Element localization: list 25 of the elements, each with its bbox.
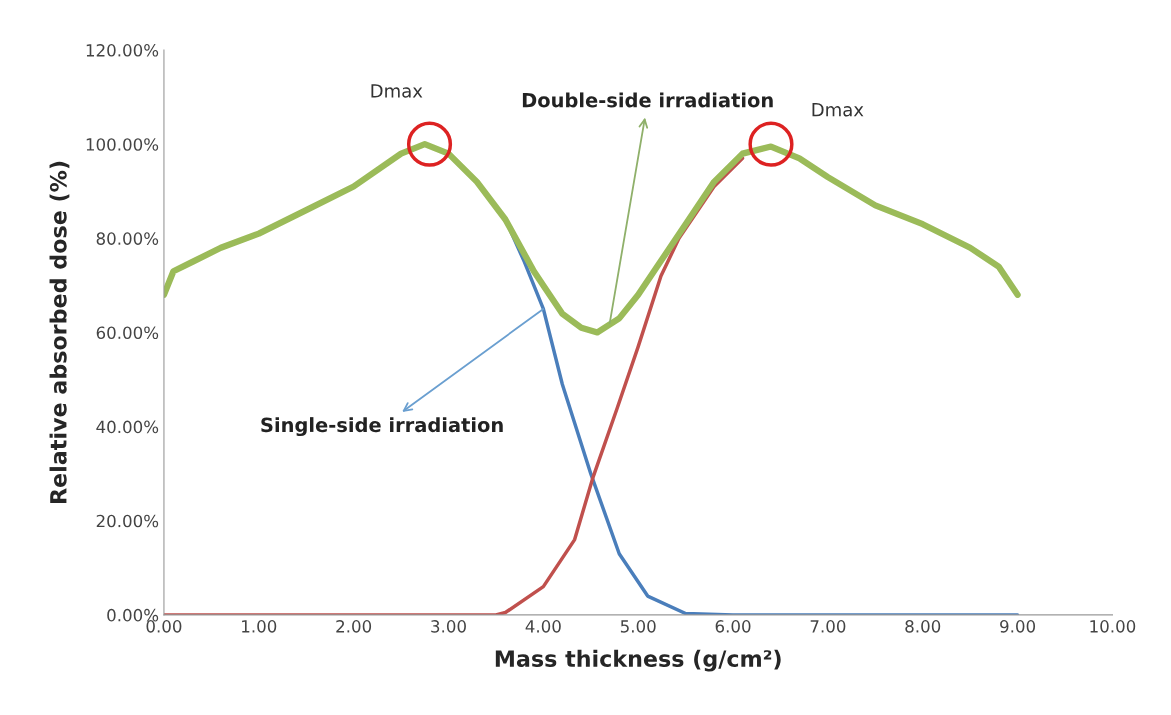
x-tick-label: 4.00 xyxy=(525,620,561,633)
y-tick-label: 60.00% xyxy=(96,326,159,340)
annotation: Dmax xyxy=(371,84,423,98)
annotation: Double-side irradiation xyxy=(522,92,773,108)
y-axis-title: Relative absorbed dose (%) xyxy=(49,161,70,503)
y-tick-label: 80.00% xyxy=(96,232,159,245)
y-tick-label: 100.00% xyxy=(86,138,159,151)
x-tick-label: 0.00 xyxy=(146,620,182,633)
y-tick-label: 0.00% xyxy=(107,608,159,622)
y-tick-label: 120.00% xyxy=(86,44,159,57)
x-tick-label: 8.00 xyxy=(905,620,941,633)
x-tick-label: 1.00 xyxy=(242,620,277,633)
x-tick-label: 3.00 xyxy=(431,620,466,633)
x-tick-label: 2.00 xyxy=(336,620,372,633)
annotation: Dmax xyxy=(812,103,864,117)
y-tick-label: 20.00% xyxy=(96,514,159,528)
x-axis-title: Mass thickness (g/cm²) xyxy=(495,649,781,672)
annotation: Single-side irradiation xyxy=(261,417,503,437)
x-tick-label: 6.00 xyxy=(715,620,751,633)
y-tick-label: 40.00% xyxy=(96,420,159,434)
x-tick-label: 7.00 xyxy=(810,620,846,633)
line-series xyxy=(163,156,745,615)
x-tick-label: 9.00 xyxy=(1000,620,1036,633)
x-tick-label: 10.00 xyxy=(1090,620,1136,633)
x-tick-label: 5.00 xyxy=(620,620,656,633)
